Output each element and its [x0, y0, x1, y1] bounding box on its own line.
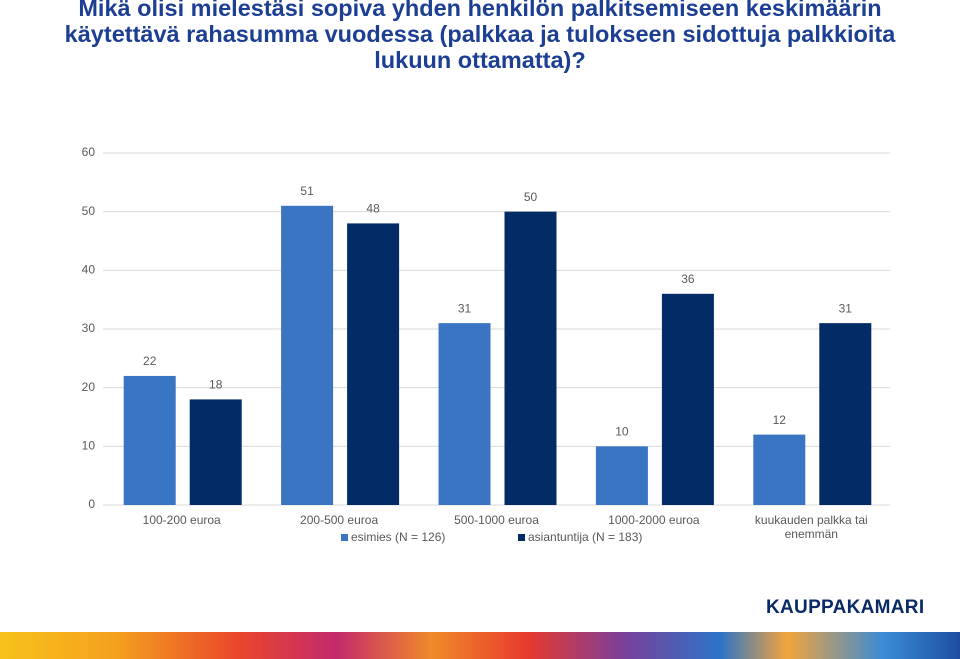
legend-swatch [341, 534, 348, 541]
legend-swatch [518, 534, 525, 541]
y-tick-label: 20 [82, 380, 96, 394]
bar [347, 223, 400, 505]
legend-label: esimies (N = 126) [351, 530, 445, 544]
value-label: 31 [839, 301, 853, 315]
y-tick-label: 40 [82, 263, 96, 277]
logo: KAUPPAKAMARI [766, 597, 925, 618]
y-tick-label: 10 [82, 439, 96, 453]
x-tick-label: kuukauden palkka tai enemmän [754, 513, 868, 541]
value-label: 31 [458, 301, 472, 315]
bar [661, 293, 714, 505]
x-tick-label: 100-200 euroa [142, 513, 221, 527]
x-tick-label: 200-500 euroa [300, 513, 379, 527]
bar [819, 323, 872, 505]
value-label: 48 [366, 202, 380, 216]
x-tick-label: 500-1000 euroa [454, 513, 539, 527]
y-tick-label: 50 [82, 204, 96, 218]
bar [595, 446, 648, 505]
bar [504, 211, 557, 505]
y-tick-label: 60 [82, 145, 96, 159]
y-tick-label: 30 [82, 321, 96, 335]
legend-label: asiantuntija (N = 183) [528, 530, 642, 544]
bar [123, 375, 176, 505]
value-label: 36 [681, 272, 695, 286]
bar [189, 399, 242, 505]
value-label: 12 [773, 413, 787, 427]
value-label: 18 [209, 378, 223, 392]
value-label: 51 [300, 184, 314, 198]
y-tick-label: 0 [88, 497, 95, 511]
value-label: 10 [615, 425, 629, 439]
value-label: 50 [524, 190, 538, 204]
decorative-strip [0, 632, 960, 659]
chart-title: Mikä olisi mielestäsi sopiva yhden henki… [64, 0, 896, 73]
value-label: 22 [143, 354, 157, 368]
bar [281, 205, 334, 506]
x-tick-label: 1000-2000 euroa [608, 513, 700, 527]
bar [753, 434, 806, 505]
bar [438, 323, 491, 505]
